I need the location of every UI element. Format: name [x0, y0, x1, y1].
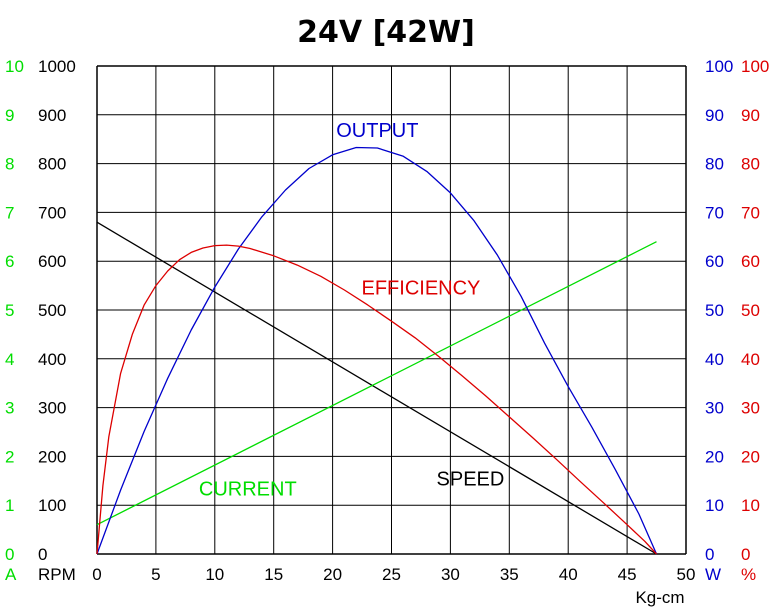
speed-axis-unit: RPM [38, 565, 76, 584]
x-tick-label: 30 [441, 565, 460, 584]
efficiency-axis-unit: % [741, 565, 756, 584]
speed-tick-label: 100 [38, 496, 66, 515]
current-tick-label: 6 [5, 252, 14, 271]
series-labels: OUTPUT EFFICIENCY SPEED CURRENT [199, 120, 504, 501]
x-tick-label: 25 [382, 565, 401, 584]
speed-tick-label: 500 [38, 301, 66, 320]
series-label-efficiency: EFFICIENCY [361, 277, 480, 299]
current-tick-label: 8 [5, 155, 14, 174]
axis-ticks: 0 5 10 15 20 25 30 35 40 45 50012345678910A0100200… [5, 57, 769, 584]
output-tick-label: 70 [705, 203, 724, 222]
output-tick-label: 20 [705, 447, 724, 466]
series-output-line [96, 146, 658, 555]
output-tick-label: 30 [705, 399, 724, 418]
efficiency-tick-label: 60 [741, 252, 760, 271]
series-lines [96, 146, 658, 555]
speed-tick-label: 700 [38, 203, 66, 222]
x-tick-label: 50 [677, 565, 696, 584]
series-efficiency-line [96, 244, 657, 555]
current-tick-label: 5 [5, 301, 14, 320]
chart-title: 24V [42W] [297, 15, 475, 50]
efficiency-tick-label: 90 [741, 106, 760, 125]
series-speed-line [96, 221, 657, 555]
series-label-current: CURRENT [199, 478, 297, 500]
current-tick-label: 7 [5, 203, 14, 222]
speed-tick-label: 400 [38, 350, 66, 369]
efficiency-tick-label: 20 [741, 447, 760, 466]
series-label-output: OUTPUT [336, 120, 418, 142]
current-tick-label: 0 [5, 545, 14, 564]
output-tick-label: 50 [705, 301, 724, 320]
output-tick-label: 10 [705, 496, 724, 515]
x-tick-label: 5 [151, 565, 160, 584]
current-tick-label: 4 [5, 350, 14, 369]
x-tick-label: 40 [559, 565, 578, 584]
output-tick-label: 40 [705, 350, 724, 369]
series-current-line [96, 241, 657, 526]
current-tick-label: 2 [5, 447, 14, 466]
efficiency-tick-label: 0 [741, 545, 750, 564]
speed-tick-label: 1000 [38, 57, 76, 76]
grid [96, 65, 687, 555]
speed-tick-label: 0 [38, 545, 47, 564]
x-tick-label: 0 [92, 565, 101, 584]
current-axis-unit: A [5, 565, 17, 584]
output-tick-label: 0 [705, 545, 714, 564]
efficiency-tick-label: 80 [741, 155, 760, 174]
output-tick-label: 100 [705, 57, 733, 76]
speed-tick-label: 200 [38, 447, 66, 466]
current-tick-label: 1 [5, 496, 14, 515]
efficiency-tick-label: 70 [741, 203, 760, 222]
output-tick-label: 90 [705, 106, 724, 125]
efficiency-tick-label: 40 [741, 350, 760, 369]
output-axis-unit: W [705, 565, 721, 584]
efficiency-tick-label: 50 [741, 301, 760, 320]
x-tick-label: 10 [205, 565, 224, 584]
x-tick-label: 35 [500, 565, 519, 584]
output-tick-label: 80 [705, 155, 724, 174]
speed-tick-label: 300 [38, 399, 66, 418]
speed-tick-label: 800 [38, 155, 66, 174]
efficiency-tick-label: 10 [741, 496, 760, 515]
speed-tick-label: 600 [38, 252, 66, 271]
x-tick-label: 45 [618, 565, 637, 584]
series-label-speed: SPEED [437, 469, 505, 491]
efficiency-tick-label: 30 [741, 399, 760, 418]
current-tick-label: 3 [5, 399, 14, 418]
x-tick-label: 20 [323, 565, 342, 584]
x-tick-label: 15 [264, 565, 283, 584]
current-tick-label: 9 [5, 106, 14, 125]
speed-tick-label: 900 [38, 106, 66, 125]
current-tick-label: 10 [5, 57, 24, 76]
x-axis-label: Kg-cm [635, 588, 684, 607]
efficiency-tick-label: 100 [741, 57, 769, 76]
output-tick-label: 60 [705, 252, 724, 271]
